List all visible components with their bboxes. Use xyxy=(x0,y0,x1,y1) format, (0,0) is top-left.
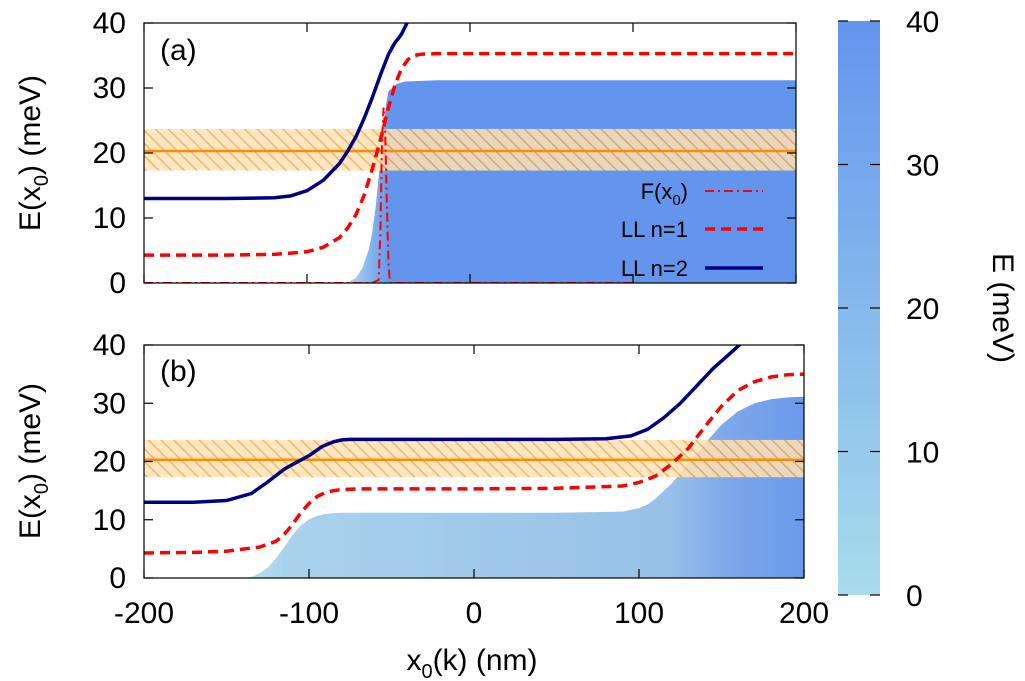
x-tick-label: -100 xyxy=(279,597,339,630)
y-tick-label: 20 xyxy=(93,137,126,170)
panel-a-y-ticks: 0 10 20 30 40 xyxy=(93,7,796,300)
y-tick-label: 0 xyxy=(109,267,126,300)
y-tick-label: 40 xyxy=(93,7,126,40)
y-tick-label: 30 xyxy=(93,72,126,105)
x-tick-label: 100 xyxy=(614,597,664,630)
colorbar-tick-label: 20 xyxy=(906,293,939,326)
y-tick-label: 40 xyxy=(93,329,126,362)
panel-b-energy-fill xyxy=(144,396,804,578)
colorbar-label: E (meV) xyxy=(986,253,1019,363)
x-tick-label: -200 xyxy=(114,597,174,630)
panel-a-energy-fill xyxy=(144,80,796,283)
panel-a: 0 10 20 30 40 (a) E(x0) (meV) F(x0) LL n=1 L… xyxy=(14,7,797,300)
colorbar: 0 10 20 30 40 E (meV) xyxy=(838,6,1019,613)
y-tick-label: 0 xyxy=(109,562,126,595)
colorbar-tick-label: 10 xyxy=(906,437,939,470)
panel-a-series-LL2 xyxy=(144,23,409,201)
legend-label-F: F(x0) xyxy=(641,179,688,209)
colorbar-tick-label: 30 xyxy=(906,150,939,183)
panel-b-y-ticks: 0 10 20 30 40 xyxy=(93,329,804,595)
legend-label-LL1: LL n=1 xyxy=(621,217,688,242)
x-tick-label: 200 xyxy=(779,597,829,630)
legend: F(x0) LL n=1 LL n=2 xyxy=(621,179,763,281)
panel-a-hatched-band xyxy=(144,128,796,171)
colorbar-ticks: 0 10 20 30 40 xyxy=(838,6,939,613)
y-tick-label: 30 xyxy=(93,387,126,420)
colorbar-tick-label: 0 xyxy=(906,580,923,613)
colorbar-tick-label: 40 xyxy=(906,6,939,39)
panel-b-tag: (b) xyxy=(160,355,197,388)
panel-a-series-LL1 xyxy=(144,51,796,257)
y-tick-label: 10 xyxy=(93,504,126,537)
legend-label-LL2: LL n=2 xyxy=(621,256,688,281)
x-axis-label: x0(k) (nm) xyxy=(406,644,537,681)
panel-a-ylabel: E(x0) (meV) xyxy=(14,75,53,231)
panel-b-series-LL2 xyxy=(144,345,743,505)
y-tick-label: 10 xyxy=(93,202,126,235)
panel-b-x-ticks: -200 -100 0 100 200 xyxy=(114,23,829,630)
x-tick-label: 0 xyxy=(466,597,483,630)
panel-a-series-F xyxy=(144,107,633,283)
panel-b-ylabel: E(x0) (meV) xyxy=(14,383,53,539)
y-tick-label: 20 xyxy=(93,446,126,479)
panel-a-tag: (a) xyxy=(160,34,197,67)
